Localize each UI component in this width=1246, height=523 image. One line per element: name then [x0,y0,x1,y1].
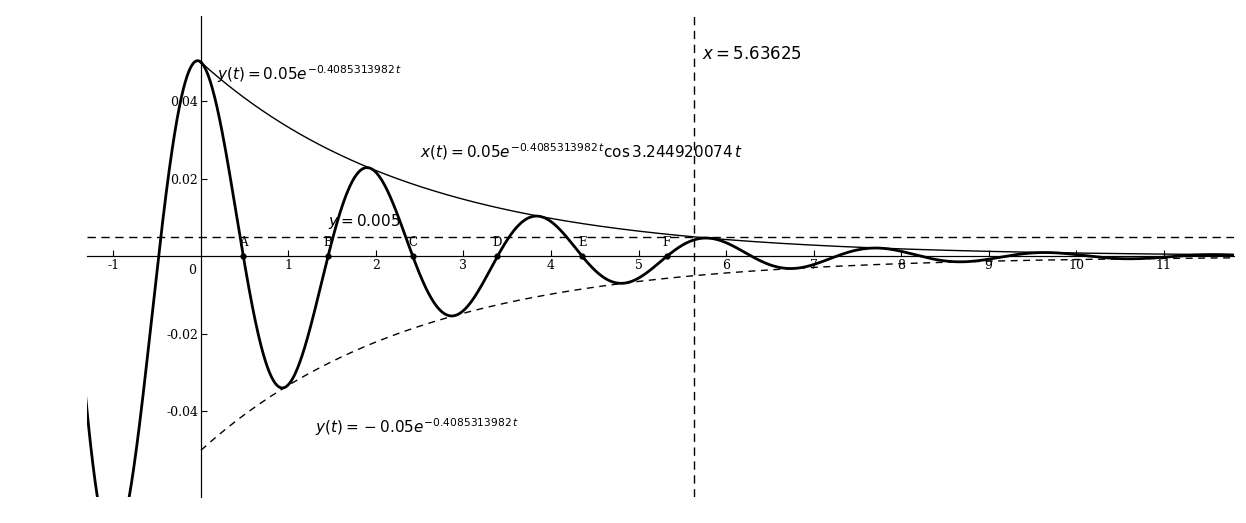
Text: $x(t) = 0.05e^{-0.4085313982\, t}\cos 3.244920074\, t$: $x(t) = 0.05e^{-0.4085313982\, t}\cos 3.… [420,141,743,162]
Text: $y = 0.005$: $y = 0.005$ [328,212,400,231]
Text: $y(t) = -0.05e^{-0.4085313982\, t}$: $y(t) = -0.05e^{-0.4085313982\, t}$ [315,416,518,438]
Text: $y(t) = 0.05e^{-0.4085313982\, t}$: $y(t) = 0.05e^{-0.4085313982\, t}$ [217,63,402,85]
Text: F: F [663,235,672,248]
Text: B: B [324,235,333,248]
Text: A: A [239,235,248,248]
Text: E: E [578,235,587,248]
Text: C: C [409,235,417,248]
Text: $x = 5.63625$: $x = 5.63625$ [703,46,802,63]
Text: D: D [493,235,502,248]
Text: 0: 0 [188,264,197,277]
